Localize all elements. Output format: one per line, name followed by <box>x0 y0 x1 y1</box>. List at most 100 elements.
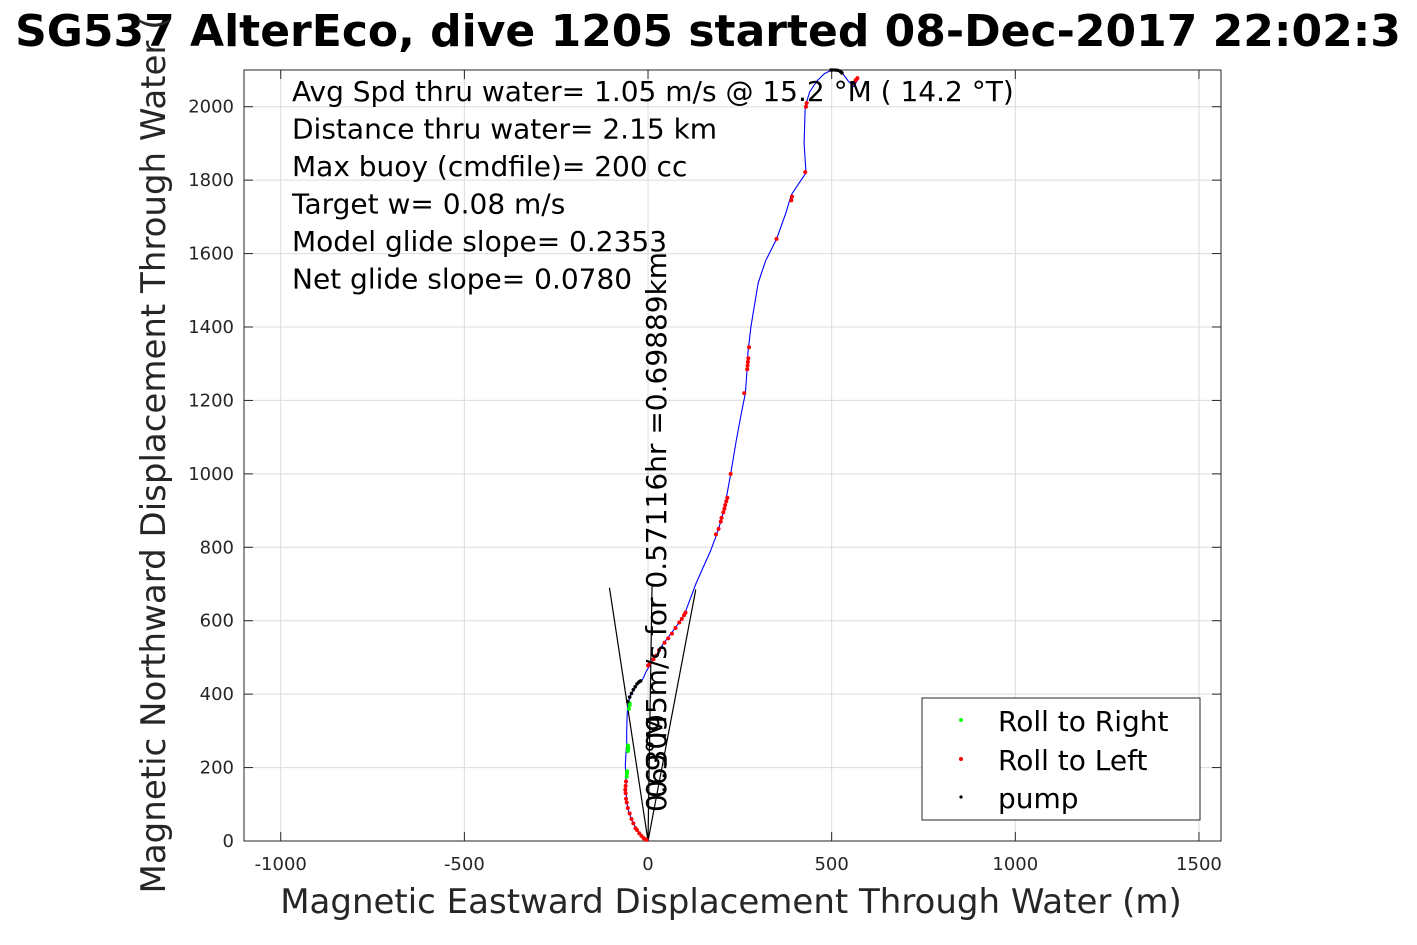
info-line: Target w= 0.08 m/s <box>291 188 565 221</box>
roll-left-point <box>623 791 628 796</box>
roll-left-point <box>713 532 718 537</box>
roll-left-point <box>623 779 628 784</box>
roll-left-point <box>745 359 750 364</box>
x-tick-label: 500 <box>814 854 848 875</box>
legend-box <box>921 697 1201 821</box>
roll-left-point <box>623 783 628 788</box>
pump-point <box>840 71 844 75</box>
legend-marker-right <box>959 718 963 722</box>
roll-left-point <box>679 616 684 621</box>
roll-left-point <box>722 506 727 511</box>
current-vector-line <box>647 583 653 842</box>
info-line: Avg Spd thru water= 1.05 m/s @ 15.2 °M (… <box>292 75 1014 108</box>
roll-left-point <box>719 515 724 520</box>
roll-left-point <box>803 104 808 109</box>
roll-left-point <box>657 648 662 653</box>
current-cone-line <box>647 589 697 842</box>
legend-label-right: Roll to Right <box>998 705 1169 738</box>
x-tick-label: 1000 <box>992 854 1038 875</box>
x-tick-label: -1000 <box>255 854 307 875</box>
legend: Roll to Right Roll to Left pump <box>921 697 1201 821</box>
legend-marker-pump <box>959 795 963 799</box>
y-axis-label: Magnetic Northward Displacement Through … <box>134 17 174 894</box>
pump-point <box>629 691 634 696</box>
current-cone-line <box>608 587 649 842</box>
y-tick-label: 1800 <box>188 170 234 191</box>
roll-left-point <box>623 796 628 801</box>
legend-label-pump: pump <box>998 782 1079 815</box>
roll-left-point <box>789 198 794 203</box>
pump-point <box>627 695 632 699</box>
roll-left-point <box>724 499 729 504</box>
y-tick-label: 1200 <box>188 390 234 411</box>
x-tick-label: 0 <box>642 854 653 875</box>
roll-left-point <box>716 526 721 531</box>
info-line: Max buoy (cmdfile)= 200 cc <box>292 150 687 183</box>
roll-left-point <box>633 826 638 831</box>
roll-left-point <box>666 636 671 641</box>
roll-left-point <box>790 194 795 199</box>
info-line: Model glide slope= 0.2353 <box>292 225 667 258</box>
roll-left-point <box>728 471 733 476</box>
roll-right-point <box>625 769 630 774</box>
y-tick-label: 0 <box>223 831 234 852</box>
info-text-block: Avg Spd thru water= 1.05 m/s @ 15.2 °M (… <box>291 75 1014 296</box>
roll-left-point <box>662 640 667 645</box>
x-tick-label: 1500 <box>1176 854 1222 875</box>
legend-marker-left <box>959 757 963 761</box>
axis-ticks: -1000 -500 0 500 1000 1500 0 200 400 600 800 1000 12… <box>188 70 1222 875</box>
roll-left-point <box>745 363 750 368</box>
roll-left-point <box>624 800 629 805</box>
roll-left-point <box>774 236 779 241</box>
y-tick-label: 1600 <box>188 244 234 265</box>
pump-point <box>638 679 643 683</box>
y-tick-label: 400 <box>200 684 234 705</box>
current-speed-label: 0.63095m/s for 0.57116hr =0.69889km <box>640 252 673 812</box>
roll-left-point <box>746 356 751 361</box>
roll-left-point <box>683 610 688 615</box>
roll-left-point <box>669 631 674 636</box>
info-line: Distance thru water= 2.15 km <box>292 113 717 146</box>
roll-left-point <box>718 519 723 524</box>
roll-left-point <box>625 805 630 810</box>
axes-box <box>243 69 1222 842</box>
y-tick-label: 2000 <box>188 97 234 118</box>
pump-point <box>631 687 636 692</box>
roll-left-point <box>855 76 860 81</box>
roll-left-point <box>725 495 730 500</box>
y-tick-label: 800 <box>200 537 234 558</box>
roll-left-point <box>721 510 726 515</box>
roll-markers <box>623 68 860 842</box>
x-tick-label: -500 <box>444 854 485 875</box>
y-tick-label: 600 <box>200 611 234 632</box>
roll-left-point <box>637 831 642 836</box>
x-axis-label: Magnetic Eastward Displacement Through W… <box>280 882 1182 922</box>
legend-label-left: Roll to Left <box>998 744 1147 777</box>
info-line: Net glide slope= 0.0780 <box>292 263 632 296</box>
roll-left-point <box>803 170 808 175</box>
roll-right-point <box>624 774 629 779</box>
roll-left-point <box>647 660 652 665</box>
roll-right-point <box>625 743 630 748</box>
roll-right-point <box>626 706 631 711</box>
roll-left-point <box>629 816 634 821</box>
current-heading-label: 0.9°M <box>640 715 673 798</box>
pump-point <box>633 685 637 689</box>
chart-title: SG537 AlterEco, dive 1205 started 08-Dec… <box>15 6 1401 57</box>
roll-left-point <box>651 657 656 662</box>
roll-left-point <box>723 503 728 508</box>
roll-left-point <box>804 101 809 106</box>
roll-left-point <box>623 787 628 792</box>
pump-point <box>626 699 630 704</box>
roll-left-point <box>631 821 636 826</box>
pump-point <box>830 68 835 72</box>
roll-left-point <box>747 345 752 350</box>
y-tick-label: 1400 <box>188 317 234 338</box>
grid-lines <box>244 70 1221 842</box>
roll-left-point <box>745 367 750 372</box>
y-tick-label: 200 <box>200 758 234 779</box>
y-tick-label: 1000 <box>188 464 234 485</box>
roll-left-point <box>654 653 659 658</box>
current-vectors <box>608 583 697 842</box>
